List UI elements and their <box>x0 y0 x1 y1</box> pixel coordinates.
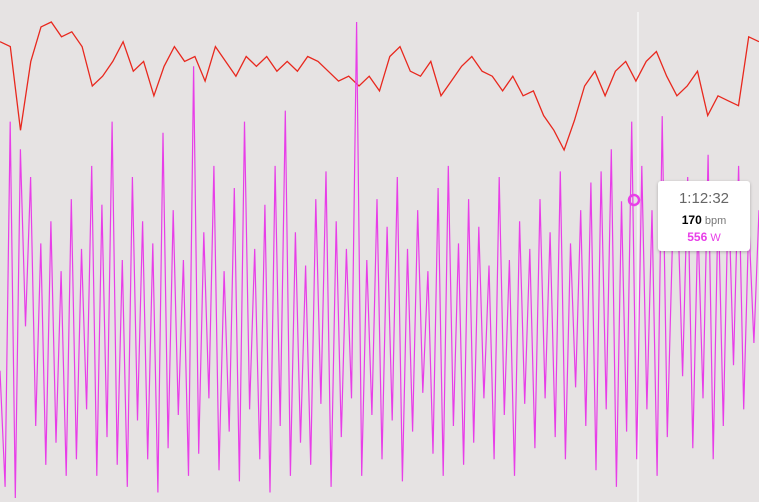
tooltip-hr: 170 bpm <box>658 213 750 227</box>
hover-marker <box>627 193 641 207</box>
power-unit: W <box>710 232 721 244</box>
tooltip: 1:12:32 170 bpm 556 W <box>658 181 750 251</box>
tooltip-power: 556 W <box>658 230 750 244</box>
tooltip-time: 1:12:32 <box>678 190 730 207</box>
hr-value: 170 <box>681 213 702 227</box>
power-line <box>0 21 759 499</box>
power-value: 556 <box>687 230 708 244</box>
hr-unit: bpm <box>704 215 727 227</box>
heart-rate-line <box>0 21 759 152</box>
